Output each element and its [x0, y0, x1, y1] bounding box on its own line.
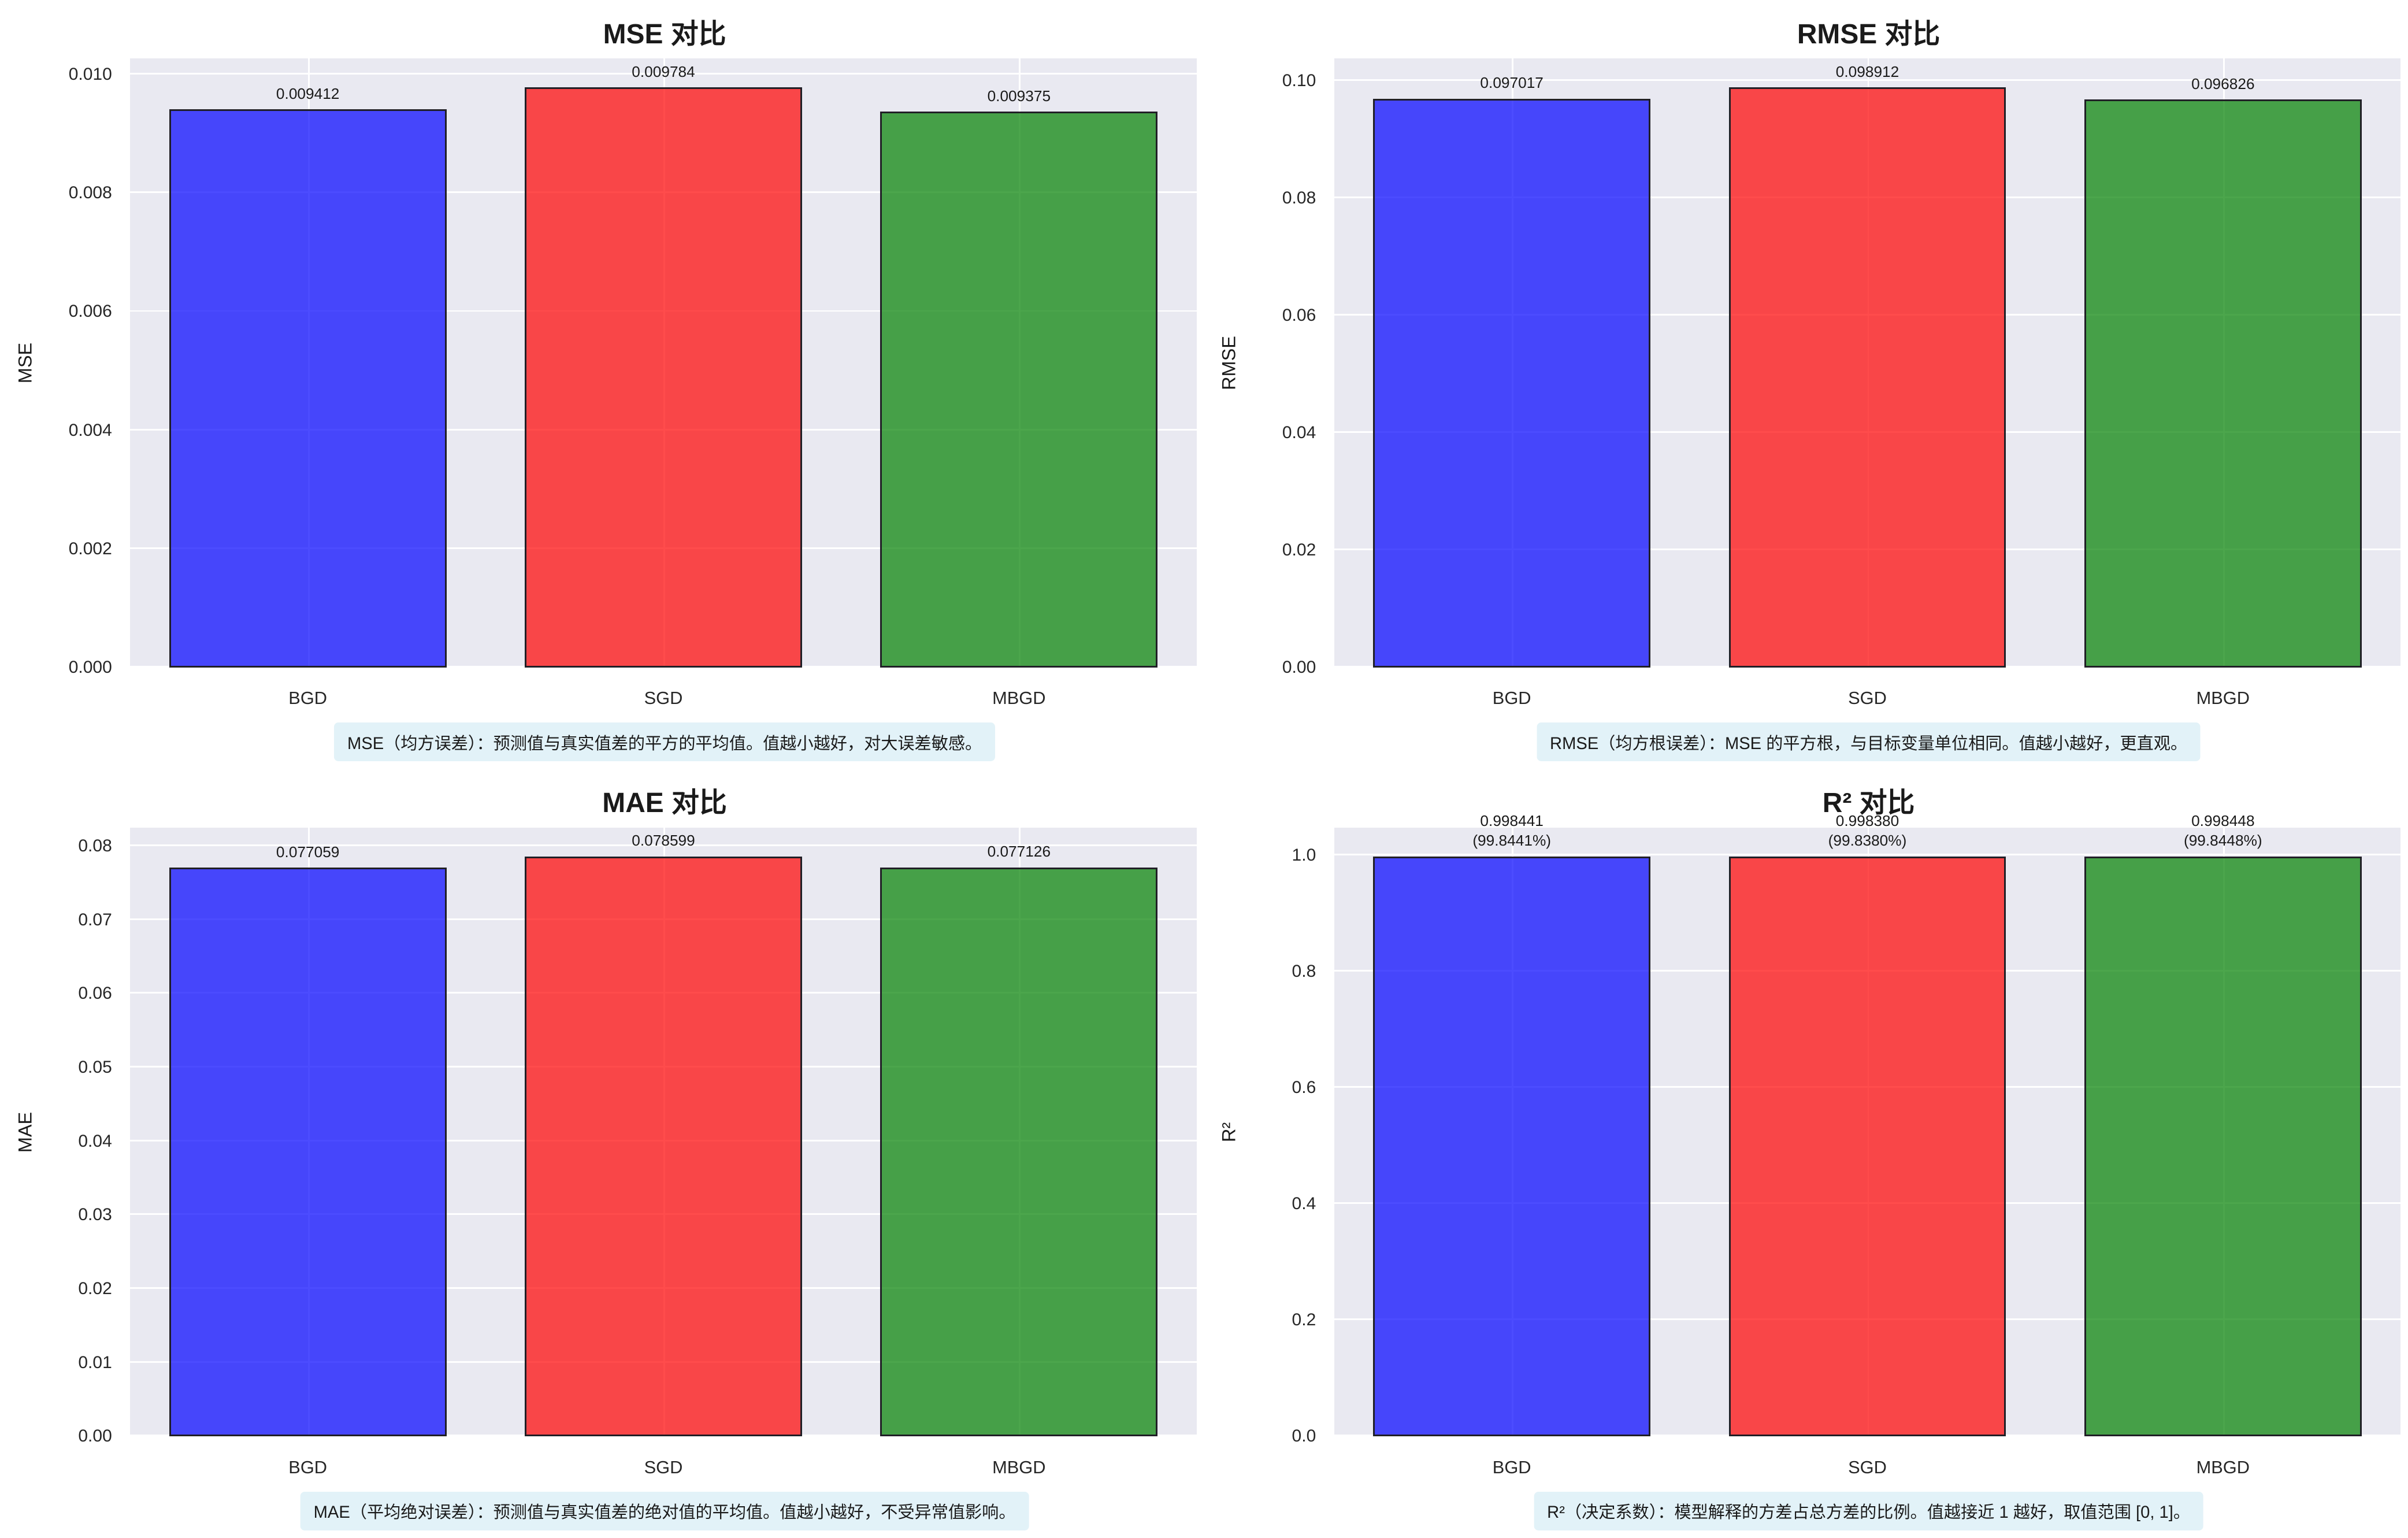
bar-value-label: 0.098912 — [1836, 62, 1899, 81]
y-tick-label: 0.04 — [1282, 423, 1316, 443]
chart-title-mse: MSE 对比 — [603, 18, 726, 50]
y-tick-label: 0.010 — [68, 65, 112, 84]
bar-percent-text: (99.8380%) — [1828, 832, 1907, 850]
bar-sgd — [525, 87, 802, 668]
bar-value-label: 0.009784 — [632, 62, 695, 81]
x-tick-label-bgd: BGD — [1492, 688, 1531, 709]
bar-value-label: 0.998380 (99.8380%) — [1828, 811, 1907, 850]
bar-mbgd — [880, 867, 1158, 1437]
panel-mae: MAE 对比 MAE 0.00 0.01 0.02 0.03 0.04 0.05 0.06 0… — [0, 769, 1204, 1538]
x-tick-label-bgd: BGD — [1492, 1457, 1531, 1477]
bar-value-label: 0.009412 — [276, 84, 340, 103]
y-tick-label: 1.0 — [1292, 846, 1316, 865]
y-tick-label: 0.000 — [68, 657, 112, 677]
bar-value-label: 0.078599 — [632, 831, 695, 850]
metric-note-mse: MSE（均方误差）：预测值与真实值差的平方的平均值。值越小越好，对大误差敏感。 — [334, 722, 996, 762]
bar-value-text: 0.077126 — [987, 843, 1051, 861]
bar-value-text: 0.077059 — [276, 843, 340, 861]
y-tick-label: 0.04 — [78, 1131, 112, 1151]
plot-area-mae: 0.00 0.01 0.02 0.03 0.04 0.05 0.06 0.07 0.08 BGD S… — [78, 827, 1197, 1477]
y-tick-label: 0.08 — [1282, 188, 1316, 208]
y-tick-label: 0.00 — [78, 1426, 112, 1446]
x-tick-label-mbgd: MBGD — [992, 688, 1046, 709]
bar-value-text: 0.998441 — [1480, 812, 1544, 830]
y-tick-label: 0.08 — [78, 836, 112, 855]
y-tick-label: 0.002 — [68, 539, 112, 558]
plot-area-r2: 0.0 0.2 0.4 0.6 0.8 1.0 BGD SGD MBGD 0.998441 (99.… — [1292, 812, 2401, 1477]
plot-area-rmse: 0.00 0.02 0.04 0.06 0.08 0.10 BGD SGD MBGD 0.0970… — [1282, 58, 2401, 708]
y-tick-label: 0.01 — [78, 1352, 112, 1372]
y-axis-label-rmse: RMSE — [1218, 336, 1240, 390]
y-axis-label-r2: R² — [1218, 1122, 1240, 1142]
y-tick-label: 0.2 — [1292, 1310, 1316, 1330]
y-tick-label: 0.00 — [1282, 657, 1316, 677]
y-tick-label: 0.008 — [68, 183, 112, 203]
bar-mbgd — [880, 112, 1158, 668]
y-tick-label: 0.05 — [78, 1057, 112, 1077]
y-tick-label: 0.06 — [78, 984, 112, 1003]
bar-value-text: 0.098912 — [1835, 62, 1899, 80]
chart-title-mae: MAE 对比 — [602, 788, 727, 819]
y-tick-label: 0.07 — [78, 910, 112, 929]
x-tick-label-sgd: SGD — [644, 1457, 683, 1477]
metric-note-mae: MAE（平均绝对误差）：预测值与真实值差的绝对值的平均值。值越小越好，不受异常值… — [300, 1491, 1029, 1530]
x-tick-label-mbgd: MBGD — [2196, 1457, 2250, 1477]
panel-mse: MSE 对比 MSE 0.000 0.002 0.004 0.006 0.008 0.01… — [0, 0, 1204, 769]
bar-bgd — [169, 109, 447, 668]
bar-value-text: 0.998448 — [2191, 812, 2255, 830]
y-tick-label: 0.06 — [1282, 306, 1316, 325]
y-tick-label: 0.10 — [1282, 71, 1316, 91]
panel-r2: R² 对比 R² 0.0 0.2 0.4 0.6 0.8 1.0 BGD SGD MBGD 0.9… — [1204, 769, 2408, 1538]
x-tick-label-bgd: BGD — [288, 1457, 328, 1477]
y-tick-label: 0.8 — [1292, 962, 1316, 981]
metric-note-r2: R²（决定系数）：模型解释的方差占总方差的比例。值越接近 1 越好，取值范围 [… — [1534, 1491, 2203, 1530]
metric-note-rmse: RMSE（均方根误差）：MSE 的平方根，与目标变量单位相同。值越小越好，更直观… — [1537, 722, 2201, 762]
bar-value-label: 0.077126 — [988, 842, 1051, 861]
chart-title-rmse: RMSE 对比 — [1797, 18, 1941, 50]
bar-value-label: 0.096826 — [2191, 74, 2255, 94]
y-tick-label: 0.004 — [68, 420, 112, 440]
x-tick-label-sgd: SGD — [644, 688, 683, 709]
panel-rmse: RMSE 对比 RMSE 0.00 0.02 0.04 0.06 0.08 0.10 BGD… — [1204, 0, 2408, 769]
bar-percent-text: (99.8448%) — [2183, 832, 2262, 850]
bar-value-text: 0.096826 — [2191, 75, 2255, 92]
y-tick-label: 0.4 — [1292, 1194, 1316, 1214]
bar-value-label: 0.009375 — [988, 86, 1051, 106]
y-tick-label: 0.6 — [1292, 1078, 1316, 1098]
bar-value-label: 0.998448 (99.8448%) — [2184, 811, 2262, 850]
bar-mbgd — [2084, 856, 2362, 1437]
bar-sgd — [525, 856, 802, 1437]
bar-value-text: 0.998380 — [1835, 812, 1899, 830]
bar-value-label: 0.077059 — [276, 842, 340, 862]
x-tick-label-mbgd: MBGD — [992, 1457, 1046, 1477]
y-axis-label-mse: MSE — [14, 342, 36, 384]
chart-title-r2: R² 对比 — [1822, 788, 1915, 819]
y-tick-label: 0.0 — [1292, 1426, 1316, 1446]
bar-bgd — [1373, 98, 1651, 668]
bar-bgd — [1373, 856, 1651, 1437]
y-tick-label: 0.02 — [1282, 540, 1316, 559]
x-tick-label-bgd: BGD — [288, 688, 328, 709]
bar-value-text: 0.078599 — [632, 832, 695, 850]
x-tick-label-sgd: SGD — [1848, 688, 1887, 709]
bar-value-text: 0.009784 — [632, 62, 695, 80]
bar-percent-text: (99.8441%) — [1472, 832, 1552, 850]
y-tick-label: 0.03 — [78, 1205, 112, 1225]
bar-bgd — [169, 868, 447, 1437]
y-tick-label: 0.006 — [68, 302, 112, 321]
bar-value-text: 0.097017 — [1480, 73, 1544, 91]
bar-value-label: 0.998441 (99.8441%) — [1472, 811, 1551, 850]
bar-sgd — [1728, 856, 2006, 1437]
y-axis-label-mae: MAE — [14, 1111, 36, 1152]
bar-value-text: 0.009375 — [987, 87, 1051, 105]
x-tick-label-mbgd: MBGD — [2196, 688, 2250, 709]
bar-value-text: 0.009412 — [276, 84, 340, 102]
bar-sgd — [1728, 87, 2006, 668]
x-tick-label-sgd: SGD — [1848, 1457, 1887, 1477]
y-tick-label: 0.02 — [78, 1279, 112, 1299]
bar-value-label: 0.097017 — [1480, 73, 1544, 92]
plot-area-mse: 0.000 0.002 0.004 0.006 0.008 0.010 BGD SGD MBGD… — [69, 58, 1197, 708]
bar-mbgd — [2084, 99, 2362, 668]
